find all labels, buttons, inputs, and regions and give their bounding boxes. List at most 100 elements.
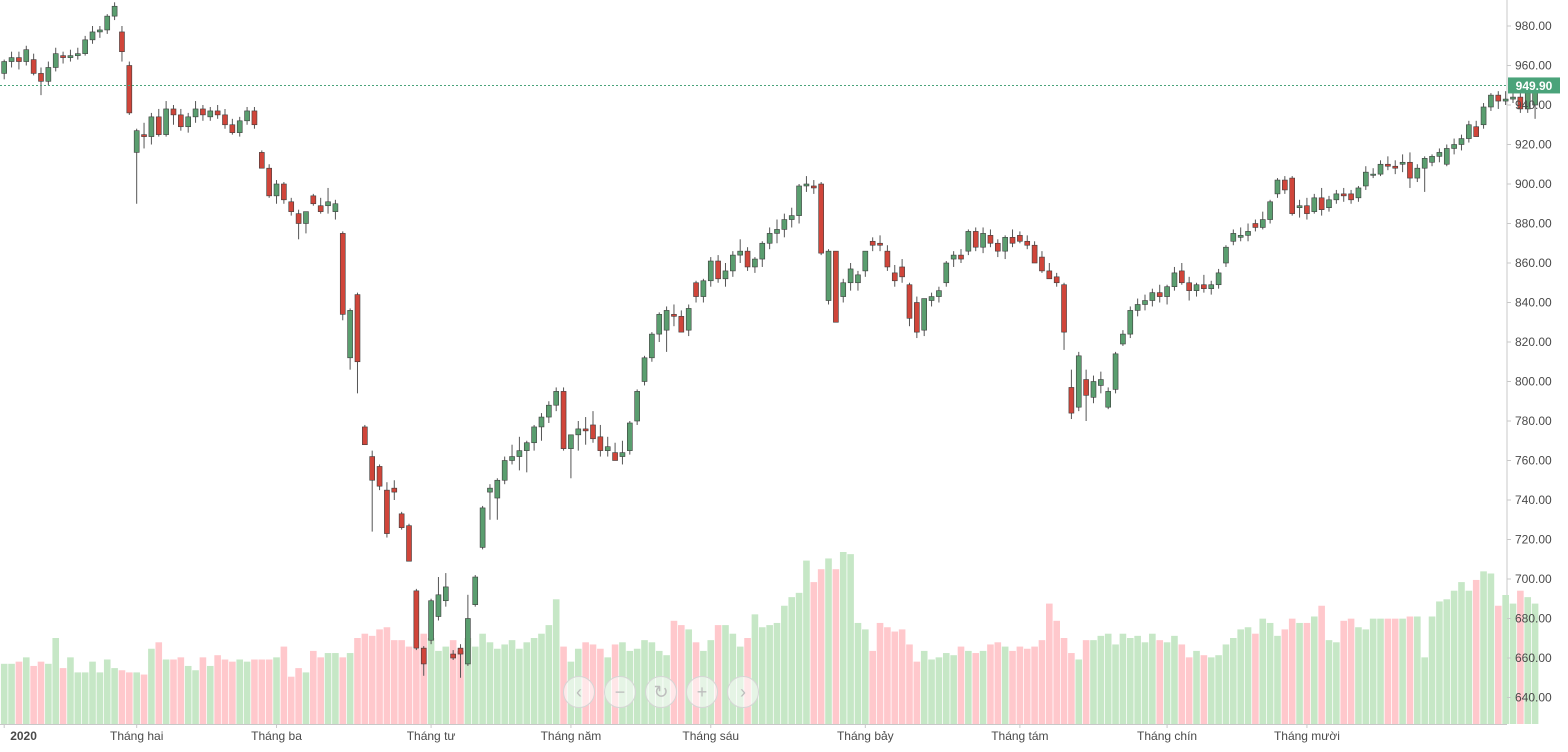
volume-bar	[803, 560, 810, 724]
candle-body	[766, 233, 773, 244]
volume-bar	[825, 558, 832, 724]
y-tick-label: 640.00	[1515, 691, 1552, 705]
volume-bar	[530, 638, 538, 724]
volume-bar	[1252, 633, 1259, 724]
candle-body	[796, 185, 802, 216]
volume-bar	[670, 620, 678, 724]
candle-body	[1318, 197, 1325, 210]
candle-body	[862, 250, 869, 272]
candle-body	[200, 108, 206, 116]
candle-body	[936, 290, 942, 297]
candle-body	[457, 647, 464, 655]
zoom-out-button[interactable]: −	[604, 676, 636, 708]
candle-body	[148, 116, 155, 137]
reset-button[interactable]: ↻	[645, 676, 677, 708]
candle-body	[244, 110, 250, 122]
volume-bar	[1097, 635, 1105, 724]
volume-bar	[876, 622, 884, 724]
volume-bar	[1355, 627, 1362, 724]
volume-bar	[1274, 635, 1281, 724]
volume-bar	[1090, 640, 1097, 724]
zoom-in-button[interactable]: +	[686, 676, 718, 708]
volume-bar	[1303, 622, 1311, 724]
volume-bar	[1149, 633, 1156, 724]
volume-bar	[96, 672, 104, 724]
candle-body	[1075, 355, 1082, 408]
candle-body	[994, 242, 1001, 252]
candle-body	[1039, 256, 1045, 272]
last-price-badge	[1508, 77, 1560, 94]
x-tick-label: Tháng hai	[110, 729, 163, 743]
candle-body	[170, 108, 177, 116]
candle-body	[303, 211, 309, 224]
candle-body	[1311, 197, 1318, 212]
candle-body	[597, 436, 604, 451]
volume-bar	[1325, 640, 1333, 724]
candle-body	[1355, 187, 1362, 199]
candle-body	[398, 513, 405, 528]
volume-bar	[1075, 659, 1083, 724]
candle-body	[1473, 126, 1479, 137]
volume-bar	[832, 569, 840, 724]
candle-body	[266, 167, 272, 197]
volume-bar	[1259, 618, 1267, 724]
candle-body	[980, 233, 986, 248]
candle-body	[678, 316, 685, 333]
candle-body	[487, 487, 493, 493]
candle-body	[1429, 156, 1435, 163]
candle-body	[391, 487, 398, 493]
last-price-label: 949.90	[1516, 79, 1553, 93]
scroll-right-button[interactable]: ›	[727, 676, 759, 708]
candle-body	[406, 525, 412, 562]
volume-bar	[935, 657, 943, 724]
volume-bar	[1178, 644, 1186, 724]
candle-body	[1326, 199, 1332, 209]
volume-bar	[795, 592, 803, 724]
candle-body	[847, 268, 854, 284]
volume-bar	[722, 625, 729, 724]
y-tick-label: 880.00	[1515, 217, 1552, 231]
volume-bar	[420, 633, 428, 724]
candle-body	[141, 134, 147, 137]
candle-body	[8, 57, 15, 62]
candle-body	[126, 65, 133, 114]
candle-body	[1186, 282, 1192, 291]
candle-body	[877, 242, 883, 246]
volume-bar	[1377, 618, 1384, 724]
volume-bar	[1340, 620, 1348, 724]
volume-bar	[45, 663, 52, 724]
volume-bar	[1436, 601, 1443, 724]
volume-bar	[1046, 603, 1053, 724]
volume-bar	[442, 646, 450, 724]
volume-bar	[538, 633, 545, 724]
scroll-left-button[interactable]: ‹	[563, 676, 595, 708]
candle-body	[671, 314, 677, 317]
candle-body	[626, 422, 633, 451]
candle-body	[1083, 379, 1089, 396]
candle-body	[958, 254, 964, 260]
candle-body	[494, 479, 501, 499]
candle-body	[663, 310, 670, 331]
x-tick-label: Tháng tư	[407, 729, 456, 743]
candle-body	[155, 116, 162, 135]
candle-body	[1179, 270, 1185, 284]
volume-bar	[1310, 616, 1318, 724]
candle-body	[1120, 333, 1126, 345]
candle-body	[60, 55, 66, 58]
candle-body	[1024, 240, 1031, 246]
candle-body	[1017, 235, 1023, 242]
candle-body	[281, 183, 287, 201]
volume-bar	[1141, 642, 1149, 724]
volume-bar	[1009, 650, 1016, 724]
candle-body	[192, 108, 199, 118]
volume-bar	[273, 657, 280, 724]
candle-body	[119, 31, 125, 52]
volume-bar	[869, 650, 876, 724]
candle-body	[111, 5, 118, 17]
volume-bar	[1443, 599, 1451, 724]
volume-bar	[1237, 629, 1244, 724]
candle-body	[1149, 292, 1156, 301]
candle-body	[641, 357, 648, 382]
